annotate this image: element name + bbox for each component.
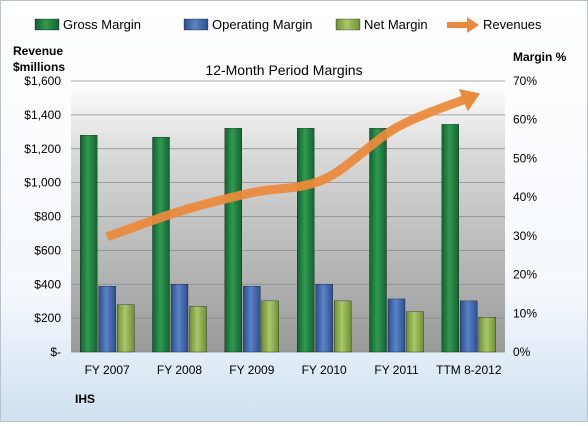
grid-lines bbox=[71, 80, 505, 353]
right-tick-label: 20% bbox=[513, 268, 537, 282]
right-tick-label: 10% bbox=[513, 306, 537, 320]
gross-margin-bar bbox=[297, 128, 315, 353]
x-tick-label: FY 2011 bbox=[374, 363, 419, 377]
right-tick-label: 60% bbox=[513, 113, 537, 127]
right-tick-label: 70% bbox=[513, 74, 537, 88]
x-axis-ticks: FY 2007 FY 2008 FY 2009 FY 2010 FY 2011 TTM 8… bbox=[85, 363, 502, 377]
left-tick-label: $1,200 bbox=[24, 142, 61, 156]
left-tick-label: $600 bbox=[34, 243, 61, 257]
revenue-arrowhead bbox=[458, 89, 480, 112]
left-axis-ticks: $- $200 $400 $600 $800 $1,000 $1,200 $1,400 $1,6… bbox=[24, 74, 61, 359]
operating-margin-bar bbox=[243, 286, 261, 353]
net-margin-bar bbox=[334, 300, 352, 353]
gross-margin-bar bbox=[80, 135, 98, 353]
operating-margin-bar bbox=[170, 284, 189, 353]
right-axis-label: Margin % bbox=[513, 50, 567, 64]
gross-margin-bar bbox=[152, 136, 170, 353]
gross-margin-bar bbox=[441, 124, 459, 353]
net-margin-bar bbox=[406, 311, 424, 353]
legend-label: Net Margin bbox=[364, 17, 428, 32]
legend-label: Gross Margin bbox=[63, 17, 141, 32]
revenue-line bbox=[105, 93, 471, 242]
left-axis-label-line2: $millions bbox=[13, 60, 65, 74]
operating-margin-bar bbox=[315, 284, 333, 353]
right-tick-label: 50% bbox=[513, 151, 537, 165]
right-tick-label: 0% bbox=[513, 345, 531, 359]
left-tick-label: $400 bbox=[34, 277, 61, 291]
legend-swatch bbox=[335, 18, 361, 31]
legend-swatch-arrowhead bbox=[467, 17, 479, 33]
right-tick-label: 40% bbox=[513, 190, 537, 204]
legend-label: Revenues bbox=[483, 17, 542, 32]
x-tick-label: TTM 8-2012 bbox=[436, 363, 502, 377]
left-tick-label: $800 bbox=[34, 210, 61, 224]
legend-label: Operating Margin bbox=[212, 17, 312, 32]
left-tick-label: $1,600 bbox=[24, 74, 61, 88]
legend: Gross Margin Operating Margin Net Margin Re… bbox=[34, 17, 542, 33]
right-tick-label: 30% bbox=[513, 229, 537, 243]
right-axis-ticks: 0% 10% 20% 30% 40% 50% 60% 70% bbox=[513, 74, 537, 359]
net-margin-bar bbox=[478, 317, 496, 353]
left-tick-label: $- bbox=[50, 345, 61, 359]
left-axis-label-line1: Revenue bbox=[13, 44, 63, 58]
x-tick-label: FY 2009 bbox=[229, 363, 274, 377]
net-margin-bar bbox=[261, 300, 279, 353]
x-tick-label: FY 2007 bbox=[85, 363, 130, 377]
operating-margin-bar bbox=[387, 298, 406, 353]
company-label: IHS bbox=[75, 392, 95, 406]
chart-title: 12-Month Period Margins bbox=[205, 62, 362, 78]
operating-margin-bar bbox=[460, 300, 478, 353]
gross-margin-bar bbox=[224, 128, 242, 353]
revenue-line-group bbox=[105, 89, 480, 242]
left-tick-label: $1,000 bbox=[24, 176, 61, 190]
left-tick-label: $200 bbox=[34, 311, 61, 325]
gross-margin-bar bbox=[369, 128, 387, 353]
legend-swatch bbox=[183, 18, 209, 31]
net-margin-bar bbox=[117, 304, 135, 353]
legend-swatch bbox=[34, 18, 60, 31]
x-tick-label: FY 2010 bbox=[302, 363, 347, 377]
net-margin-bar bbox=[189, 306, 207, 353]
bars-group bbox=[80, 124, 496, 353]
left-tick-label: $1,400 bbox=[24, 108, 61, 122]
operating-margin-bar bbox=[98, 286, 116, 353]
x-tick-label: FY 2008 bbox=[157, 363, 202, 377]
